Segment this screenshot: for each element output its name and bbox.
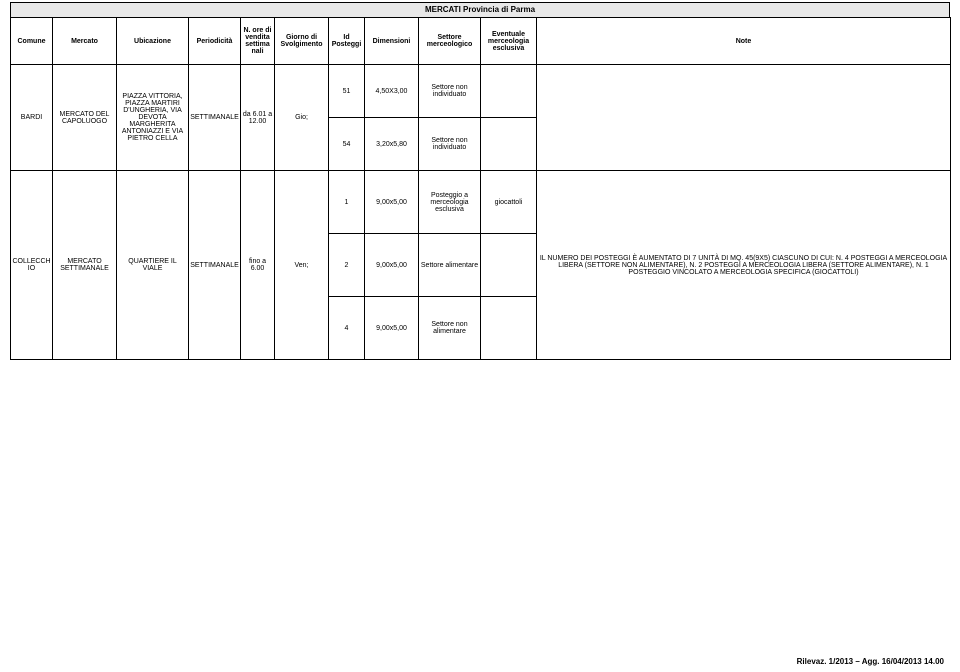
event-cell [481,118,537,171]
table-row: BARDIMERCATO DEL CAPOLUOGOPIAZZA VITTORI… [11,65,951,118]
periodicita-cell: SETTIMANALE [189,65,241,171]
col-mercato: Mercato [53,18,117,65]
table-row: COLLECCHIOMERCATO SETTIMANALEQUARTIERE I… [11,171,951,234]
dim-cell: 9,00x5,00 [365,234,419,297]
ubicazione-cell: PIAZZA VITTORIA, PIAZZA MARTIRI D'UNGHER… [117,65,189,171]
comune-cell: COLLECCHIO [11,171,53,360]
dim-cell: 4,50X3,00 [365,65,419,118]
mercato-cell: MERCATO DEL CAPOLUOGO [53,65,117,171]
footer-text: Rilevaz. 1/2013 – Agg. 16/04/2013 14.00 [797,657,944,666]
id-cell: 51 [329,65,365,118]
giorno-cell: Ven; [275,171,329,360]
col-periodicita: Periodicità [189,18,241,65]
settore-cell: Settore non individuato [419,65,481,118]
ore-cell: fino a 6.00 [241,171,275,360]
dim-cell: 3,20x5,80 [365,118,419,171]
col-ubicazione: Ubicazione [117,18,189,65]
col-eventuale: Eventuale merceologia esclusiva [481,18,537,65]
periodicita-cell: SETTIMANALE [189,171,241,360]
col-comune: Comune [11,18,53,65]
event-cell [481,234,537,297]
col-giorno: Giorno di Svolgimento [275,18,329,65]
note-cell [537,65,951,171]
ore-cell: da 6.01 a 12.00 [241,65,275,171]
dim-cell: 9,00x5,00 [365,297,419,360]
comune-cell: BARDI [11,65,53,171]
note-cell: IL NUMERO DEI POSTEGGI È AUMENTATO DI 7 … [537,171,951,360]
col-note: Note [537,18,951,65]
settore-cell: Settore alimentare [419,234,481,297]
col-ore: N. ore di vendita settima nali [241,18,275,65]
event-cell [481,297,537,360]
settore-cell: Posteggio a merceologia esclusiva [419,171,481,234]
dim-cell: 9,00x5,00 [365,171,419,234]
col-dimensioni: Dimensioni [365,18,419,65]
id-cell: 2 [329,234,365,297]
event-cell: giocattoli [481,171,537,234]
giorno-cell: Gio; [275,65,329,171]
settore-cell: Settore non individuato [419,118,481,171]
id-cell: 4 [329,297,365,360]
event-cell [481,65,537,118]
markets-table: Comune Mercato Ubicazione Periodicità N.… [10,17,951,360]
col-id: Id Posteggi [329,18,365,65]
page-title: MERCATI Provincia di Parma [10,2,950,18]
id-cell: 1 [329,171,365,234]
mercato-cell: MERCATO SETTIMANALE [53,171,117,360]
col-settore: Settore merceologico [419,18,481,65]
ubicazione-cell: QUARTIERE IL VIALE [117,171,189,360]
header-row: Comune Mercato Ubicazione Periodicità N.… [11,18,951,65]
settore-cell: Settore non alimentare [419,297,481,360]
id-cell: 54 [329,118,365,171]
